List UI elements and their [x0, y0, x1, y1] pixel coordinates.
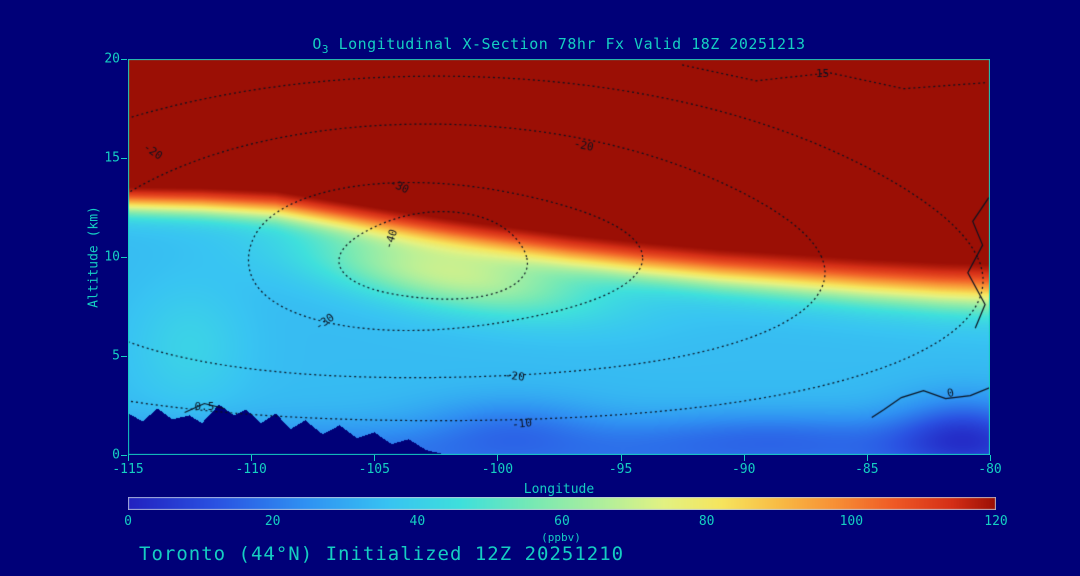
x-axis-tick [743, 455, 745, 461]
y-tick-label: 20 [104, 51, 120, 67]
x-tick-label: -100 [481, 462, 514, 477]
colorbar-tick-label: 40 [409, 514, 426, 529]
x-tick-label: -90 [731, 462, 756, 477]
y-tick-label: 10 [104, 249, 120, 265]
contour-plot-canvas [128, 59, 990, 455]
y-tick-label: 0 [112, 447, 120, 463]
x-axis-tick [620, 455, 622, 461]
y-axis-tick [121, 158, 127, 159]
colorbar-tick-label: 0 [124, 514, 132, 529]
x-tick-label: -110 [235, 462, 267, 477]
x-axis-tick [497, 455, 499, 461]
x-tick-label: -80 [978, 462, 1002, 477]
chart-title: O3 Longitudinal X-Section 78hr Fx Valid … [312, 35, 805, 56]
y-axis-tick [121, 356, 127, 357]
colorbar-label: (ppbv) [541, 531, 581, 544]
chart-title-species-subscript: 3 [321, 43, 330, 56]
x-tick-label: -95 [608, 462, 633, 477]
chart-title-species: O [312, 35, 322, 53]
initialization-caption: Toronto (44°N) Initialized 12Z 20251210 [139, 543, 625, 565]
colorbar-tick-label: 20 [264, 514, 281, 529]
colorbar [128, 497, 996, 510]
y-axis-tick [121, 59, 127, 60]
y-axis-tick [121, 455, 127, 456]
x-axis-tick [374, 455, 376, 461]
colorbar-tick-label: 60 [554, 514, 570, 529]
x-axis-tick [990, 455, 991, 461]
colorbar-tick-label: 100 [839, 514, 864, 529]
colorbar-tick-label: 120 [984, 514, 1008, 529]
y-tick-label: 15 [104, 150, 120, 166]
x-tick-label: -85 [855, 462, 879, 477]
colorbar-tick-label: 80 [698, 514, 715, 529]
x-axis-tick [128, 455, 129, 461]
x-tick-label: -115 [112, 462, 144, 477]
y-tick-label: 5 [112, 348, 120, 364]
chart-title-text: Longitudinal X-Section 78hr Fx Valid 18Z… [329, 35, 806, 53]
x-axis-tick [866, 455, 868, 461]
y-axis-tick [121, 257, 127, 258]
x-axis-tick [251, 455, 253, 461]
x-tick-label: -105 [358, 462, 390, 477]
x-axis-title: Longitude [523, 482, 595, 497]
